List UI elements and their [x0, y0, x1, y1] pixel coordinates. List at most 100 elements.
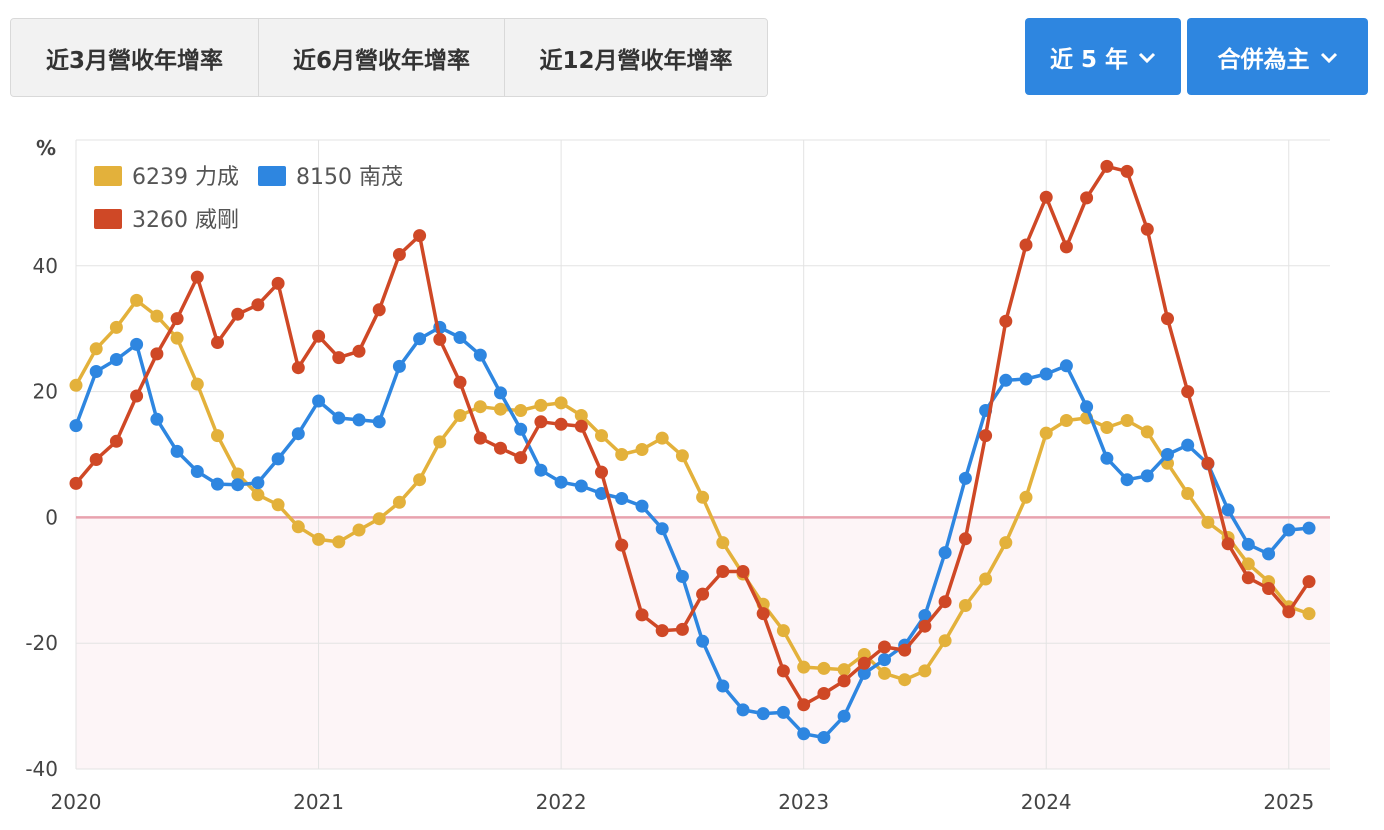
tab-12-month[interactable]: 近12月營收年增率 — [505, 19, 767, 96]
data-point — [1181, 487, 1195, 500]
data-point — [898, 643, 912, 657]
data-point — [1100, 159, 1114, 173]
data-point — [756, 707, 770, 721]
consolidation-dropdown[interactable]: 合併為主 — [1187, 18, 1368, 95]
y-tick-label: -40 — [25, 757, 58, 781]
data-point — [69, 378, 83, 392]
data-point — [999, 536, 1013, 550]
data-point — [1201, 515, 1215, 529]
data-point — [372, 512, 386, 526]
data-point — [170, 444, 184, 458]
x-tick-label: 2023 — [778, 790, 829, 814]
data-point — [514, 422, 528, 436]
data-point — [655, 624, 669, 638]
data-point — [615, 448, 629, 461]
data-point — [817, 661, 831, 675]
data-point — [574, 479, 588, 493]
data-point — [1019, 372, 1033, 386]
data-point — [817, 687, 831, 700]
data-point — [958, 532, 972, 546]
data-point — [736, 565, 750, 578]
x-tick-label: 2022 — [536, 790, 587, 814]
data-point — [878, 653, 891, 667]
data-point — [1039, 367, 1053, 381]
data-point — [1302, 521, 1316, 535]
data-point — [1282, 523, 1296, 537]
data-point — [251, 476, 265, 490]
data-point — [1241, 571, 1255, 585]
data-point — [473, 431, 487, 445]
data-point — [716, 536, 730, 550]
data-point — [534, 463, 548, 477]
data-point — [1120, 414, 1134, 427]
data-point — [797, 660, 811, 674]
tab-6-month[interactable]: 近6月營收年增率 — [259, 19, 505, 96]
tab-3-month[interactable]: 近3月營收年增率 — [11, 19, 259, 96]
data-point — [291, 520, 305, 534]
data-point — [392, 495, 406, 509]
data-point — [514, 451, 528, 465]
data-point — [1019, 490, 1033, 504]
data-point — [89, 365, 103, 378]
y-tick-label: -20 — [25, 631, 58, 655]
chevron-down-icon — [1138, 44, 1156, 70]
data-point — [1161, 312, 1174, 326]
data-point — [1302, 575, 1316, 589]
data-point — [756, 607, 770, 621]
data-point — [979, 429, 993, 443]
data-point — [109, 434, 123, 448]
data-point — [554, 396, 568, 410]
data-point — [635, 499, 649, 513]
x-tick-label: 2021 — [293, 790, 344, 814]
data-point — [433, 332, 447, 346]
data-point — [1039, 190, 1053, 204]
data-point — [958, 599, 972, 612]
data-point — [1262, 582, 1276, 595]
data-point — [494, 402, 507, 416]
data-point — [655, 431, 669, 445]
data-point — [1120, 164, 1134, 178]
data-point — [231, 307, 245, 321]
data-point — [837, 663, 851, 677]
data-point — [635, 443, 649, 456]
data-point — [231, 467, 245, 481]
years-dropdown[interactable]: 近 5 年 — [1025, 18, 1181, 95]
data-point — [1241, 537, 1255, 551]
data-point — [1181, 385, 1195, 399]
data-point — [595, 429, 608, 443]
data-point — [696, 634, 710, 648]
data-point — [69, 476, 83, 490]
chevron-down-icon — [1320, 44, 1338, 70]
data-point — [1059, 414, 1073, 427]
data-point — [857, 666, 871, 680]
data-point — [332, 411, 346, 425]
data-point — [332, 351, 346, 365]
data-point — [413, 229, 427, 243]
x-tick-label: 2025 — [1263, 790, 1314, 814]
data-point — [109, 320, 123, 334]
data-point — [1241, 557, 1255, 571]
data-point — [473, 400, 487, 414]
data-point — [554, 417, 568, 431]
legend-swatch — [94, 166, 122, 186]
data-point — [251, 298, 265, 312]
data-point — [170, 312, 184, 326]
data-point — [696, 587, 710, 601]
data-point — [372, 303, 386, 317]
period-tabs: 近3月營收年增率 近6月營收年增率 近12月營收年增率 — [10, 18, 768, 97]
data-point — [89, 453, 103, 466]
years-dropdown-label: 近 5 年 — [1049, 46, 1129, 73]
data-point — [938, 634, 952, 648]
data-point — [494, 386, 507, 400]
data-point — [1221, 537, 1235, 551]
data-point — [413, 473, 427, 487]
data-point — [69, 419, 83, 433]
data-point — [675, 622, 689, 636]
data-point — [979, 572, 993, 586]
data-point — [615, 538, 629, 552]
data-point — [837, 674, 851, 688]
data-point — [453, 409, 467, 422]
data-point — [109, 353, 123, 366]
data-point — [190, 377, 204, 391]
